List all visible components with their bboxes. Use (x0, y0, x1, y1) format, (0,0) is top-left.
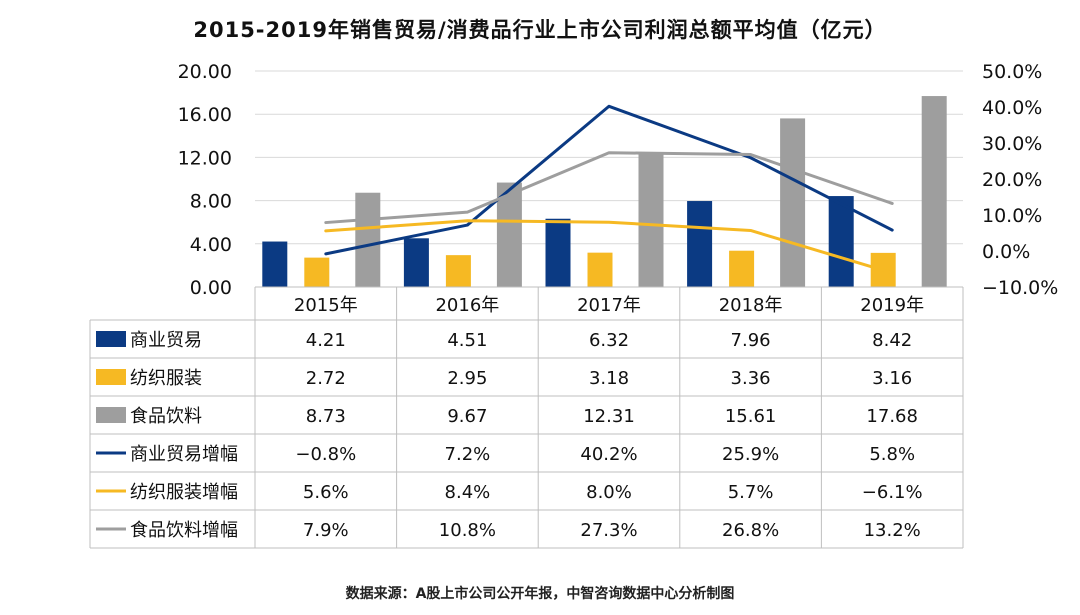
table-cell: 9.67 (447, 406, 487, 427)
bar-食品饮料 (921, 96, 947, 287)
right-tick-label: −10.0% (982, 277, 1058, 299)
table-cell: 8.73 (306, 406, 346, 427)
legend-label: 食品饮料增幅 (130, 520, 238, 541)
left-tick-label: 20.00 (178, 61, 232, 83)
table-cell: 7.2% (445, 444, 491, 465)
right-axis: −10.0% 0.0% 10.0% 20.0% 30.0% 40.0% 50.0% (982, 61, 1058, 299)
left-tick-label: 16.00 (178, 104, 232, 126)
table-cell: 25.9% (722, 444, 779, 465)
table-cell: 6.32 (589, 330, 629, 351)
legend-label: 食品饮料 (130, 406, 202, 427)
table-cell: 5.7% (728, 482, 774, 503)
bar-食品饮料 (780, 118, 806, 287)
bar-商业贸易 (828, 196, 854, 287)
table-cell: 2.72 (306, 368, 346, 389)
table-cell: 7.96 (731, 330, 771, 351)
bar-食品饮料 (496, 182, 522, 287)
table-cell: 5.8% (869, 444, 915, 465)
category-label: 2015年 (294, 295, 358, 316)
left-tick-label: 0.00 (190, 277, 232, 299)
table-cell: 26.8% (722, 520, 779, 541)
table-cell: 5.6% (303, 482, 349, 503)
right-tick-label: 40.0% (982, 97, 1042, 119)
category-label: 2018年 (719, 295, 783, 316)
legend-label: 商业贸易增幅 (130, 444, 238, 465)
table-cell: 13.2% (864, 520, 921, 541)
table-cell: 3.36 (731, 368, 771, 389)
legend-key-纺织服装 (96, 369, 126, 385)
bars (262, 96, 947, 287)
bar-纺织服装 (304, 257, 330, 287)
legend-key-食品饮料 (96, 407, 126, 423)
source-note: 数据来源：A股上市公司公开年报，中智咨询数据中心分析制图 (345, 586, 735, 602)
bar-纺织服装 (445, 255, 471, 287)
left-axis: 0.00 4.00 8.00 12.00 16.00 20.00 (178, 61, 232, 299)
table-cell: 15.61 (725, 406, 777, 427)
right-tick-label: 20.0% (982, 169, 1042, 191)
table-cell: 40.2% (580, 444, 637, 465)
line-纺织服装增幅 (324, 219, 894, 275)
line-商业贸易增幅 (324, 104, 894, 256)
legend-label: 纺织服装增幅 (130, 482, 238, 503)
table-cell: 2.95 (447, 368, 487, 389)
bar-纺织服装 (729, 250, 755, 287)
combo-chart: 0.00 4.00 8.00 12.00 16.00 20.00 −10.0% 0.0% 10… (89, 61, 1058, 549)
table-cell: 7.9% (303, 520, 349, 541)
bar-商业贸易 (545, 218, 571, 287)
category-label: 2019年 (860, 295, 924, 316)
left-tick-label: 8.00 (190, 191, 232, 213)
table-cell: 8.42 (872, 330, 912, 351)
left-tick-label: 4.00 (190, 234, 232, 256)
bar-商业贸易 (687, 201, 713, 287)
right-tick-label: 30.0% (982, 133, 1042, 155)
category-label: 2016年 (435, 295, 499, 316)
table-cell: 12.31 (583, 406, 635, 427)
bar-纺织服装 (587, 252, 613, 287)
right-tick-label: 0.0% (982, 241, 1030, 263)
table-cell: 4.51 (447, 330, 487, 351)
legend-label: 商业贸易 (130, 330, 202, 351)
category-label: 2017年 (577, 295, 641, 316)
left-tick-label: 12.00 (178, 147, 232, 169)
line-食品饮料增幅 (324, 151, 894, 225)
table-cell: 27.3% (580, 520, 637, 541)
table-cell: −6.1% (862, 482, 923, 503)
growth-lines (324, 104, 894, 275)
bar-食品饮料 (355, 192, 381, 287)
bar-商业贸易 (403, 238, 429, 287)
right-tick-label: 50.0% (982, 61, 1042, 83)
table-cell: 8.4% (445, 482, 491, 503)
bar-食品饮料 (638, 154, 664, 287)
legend-label: 纺织服装 (130, 368, 202, 389)
chart-title: 2015-2019年销售贸易/消费品行业上市公司利润总额平均值（亿元） (193, 18, 887, 42)
table-cell: −0.8% (295, 444, 356, 465)
table-cell: 3.16 (872, 368, 912, 389)
bar-商业贸易 (262, 241, 288, 287)
table-cell: 3.18 (589, 368, 629, 389)
legend-key-商业贸易 (96, 331, 126, 347)
table-cell: 4.21 (306, 330, 346, 351)
table-cell: 17.68 (866, 406, 918, 427)
table-cell: 8.0% (586, 482, 632, 503)
right-tick-label: 10.0% (982, 205, 1042, 227)
table-cell: 10.8% (439, 520, 496, 541)
